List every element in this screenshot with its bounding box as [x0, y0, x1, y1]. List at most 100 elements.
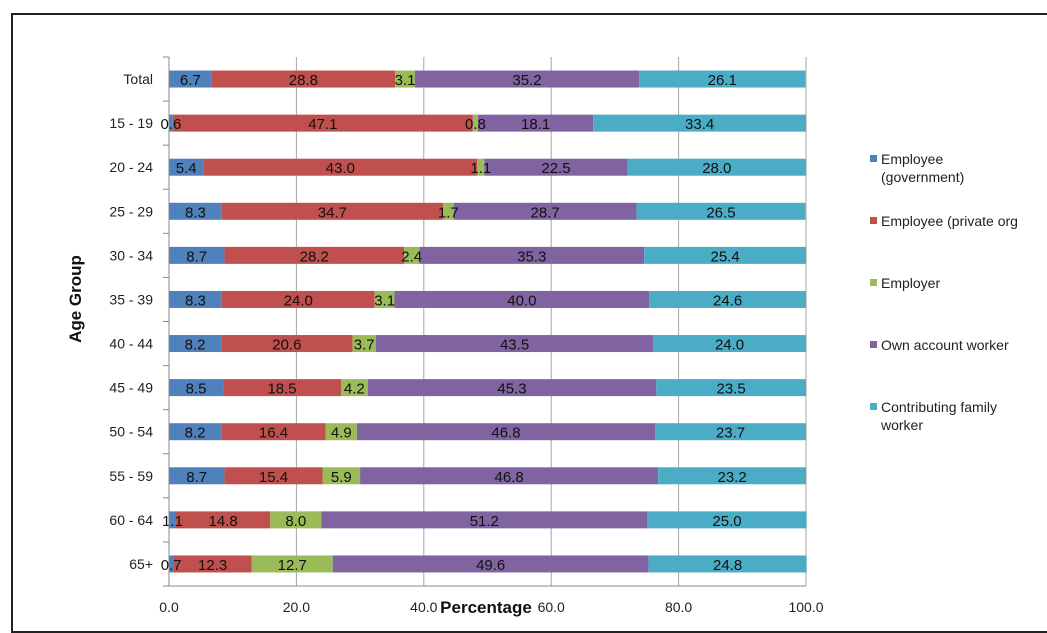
data-label: 2.4 [401, 248, 422, 265]
bar-segment [169, 290, 222, 308]
data-label: 22.5 [541, 160, 570, 177]
bar-segment [477, 158, 485, 176]
data-label: 49.6 [476, 557, 505, 574]
bars [169, 70, 807, 573]
bar-segment [322, 467, 361, 485]
data-label: 24.0 [284, 292, 313, 309]
data-label: 23.5 [717, 381, 746, 398]
data-label: 1.7 [438, 204, 459, 221]
category-label: 50 - 54 [109, 424, 153, 440]
square-swatch-icon [870, 155, 877, 162]
data-label: 12.3 [198, 557, 227, 574]
bar-segment [340, 379, 368, 397]
bar-segment [223, 379, 341, 397]
bar-segment [169, 511, 177, 529]
data-label: 28.2 [300, 248, 329, 265]
category-label: 25 - 29 [109, 203, 153, 219]
bar-segment [648, 555, 807, 573]
data-label: 4.9 [331, 425, 352, 442]
data-label: 23.7 [716, 425, 745, 442]
data-label: 26.1 [708, 72, 737, 89]
data-label: 4.2 [344, 381, 365, 398]
bar-segment [367, 379, 657, 397]
bar-segment [472, 114, 478, 132]
square-swatch-icon [870, 279, 877, 286]
bar-segment [419, 246, 645, 264]
data-label: 28.8 [289, 72, 318, 89]
data-label: 8.3 [185, 204, 206, 221]
data-label: 18.5 [267, 381, 296, 398]
bar-segment [639, 70, 806, 88]
bar-segment [627, 158, 806, 176]
data-label: 47.1 [308, 116, 337, 133]
bar-segment [203, 158, 478, 176]
data-label: 3.1 [374, 292, 395, 309]
bar-segment [172, 114, 473, 132]
data-label: 5.9 [331, 469, 352, 486]
data-label: 26.5 [706, 204, 735, 221]
bar-segment [352, 335, 377, 353]
bar-segment [394, 290, 650, 308]
data-label: 40.0 [507, 292, 536, 309]
data-label: 8.2 [185, 337, 206, 354]
bar-segment [224, 246, 405, 264]
bar-segment [221, 335, 353, 353]
data-label: 0.7 [161, 557, 182, 574]
data-label: 34.7 [318, 204, 347, 221]
data-label: 8.7 [186, 469, 207, 486]
data-label: 28.7 [531, 204, 560, 221]
bar-segment [169, 202, 222, 220]
category-label: 15 - 19 [109, 115, 153, 131]
bar-segment [169, 246, 225, 264]
category-label: 60 - 64 [109, 512, 153, 528]
x-tick-label: 80.0 [665, 599, 692, 615]
data-label: 8.2 [185, 425, 206, 442]
bar-segment [644, 246, 806, 264]
data-label: 12.7 [278, 557, 307, 574]
y-axis-title: Age Group [66, 255, 85, 343]
data-label: 46.8 [491, 425, 520, 442]
bar-segment [221, 290, 375, 308]
data-label: 8.0 [285, 513, 306, 530]
legend-item: Own account worker [870, 336, 1009, 354]
category-label: Total [123, 71, 153, 87]
data-label: 45.3 [497, 381, 526, 398]
gridlines [295, 57, 807, 586]
data-label: 33.4 [685, 116, 714, 133]
bar-segment [649, 290, 806, 308]
x-tick-label: 60.0 [538, 599, 565, 615]
bar-segment [169, 467, 225, 485]
x-tick-label: 0.0 [159, 599, 179, 615]
axes: 0.0 20.0 40.0 60.0 80.0 100.0 Total 15 - 19 20 -… [109, 56, 824, 615]
category-label: 20 - 24 [109, 159, 153, 175]
bar-segment [221, 202, 443, 220]
data-label: 8.3 [185, 292, 206, 309]
bar-segment [169, 158, 204, 176]
data-label: 24.6 [713, 292, 742, 309]
bar-segment [395, 70, 415, 88]
square-swatch-icon [870, 403, 877, 410]
legend-item: Employer [870, 274, 940, 292]
bar-segment [360, 467, 659, 485]
data-label: 0.6 [160, 116, 181, 133]
data-label: 8.7 [186, 248, 207, 265]
category-label: 55 - 59 [109, 468, 153, 484]
data-label: 51.2 [470, 513, 499, 530]
data-label: 14.8 [209, 513, 238, 530]
bar-segment [356, 423, 656, 441]
x-axis-title: Percentage [440, 598, 532, 617]
bar-segment [270, 511, 322, 529]
bar-segment [169, 114, 173, 132]
bar-segment [169, 379, 224, 397]
bar-segment [224, 467, 323, 485]
bar-segment [169, 555, 174, 573]
bar-segment [655, 423, 806, 441]
data-label: 1.1 [162, 513, 183, 530]
bar-segment [321, 511, 648, 529]
data-label: 35.3 [517, 248, 546, 265]
legend-item: Employee (private org [870, 212, 1018, 230]
bar-segment [211, 70, 396, 88]
category-label: 30 - 34 [109, 247, 153, 263]
bar-segment [376, 335, 654, 353]
data-labels: 6.7 28.8 3.1 35.2 26.1 0.6 47.1 0.8 18.1 33.4 5.4 4… [160, 72, 746, 574]
